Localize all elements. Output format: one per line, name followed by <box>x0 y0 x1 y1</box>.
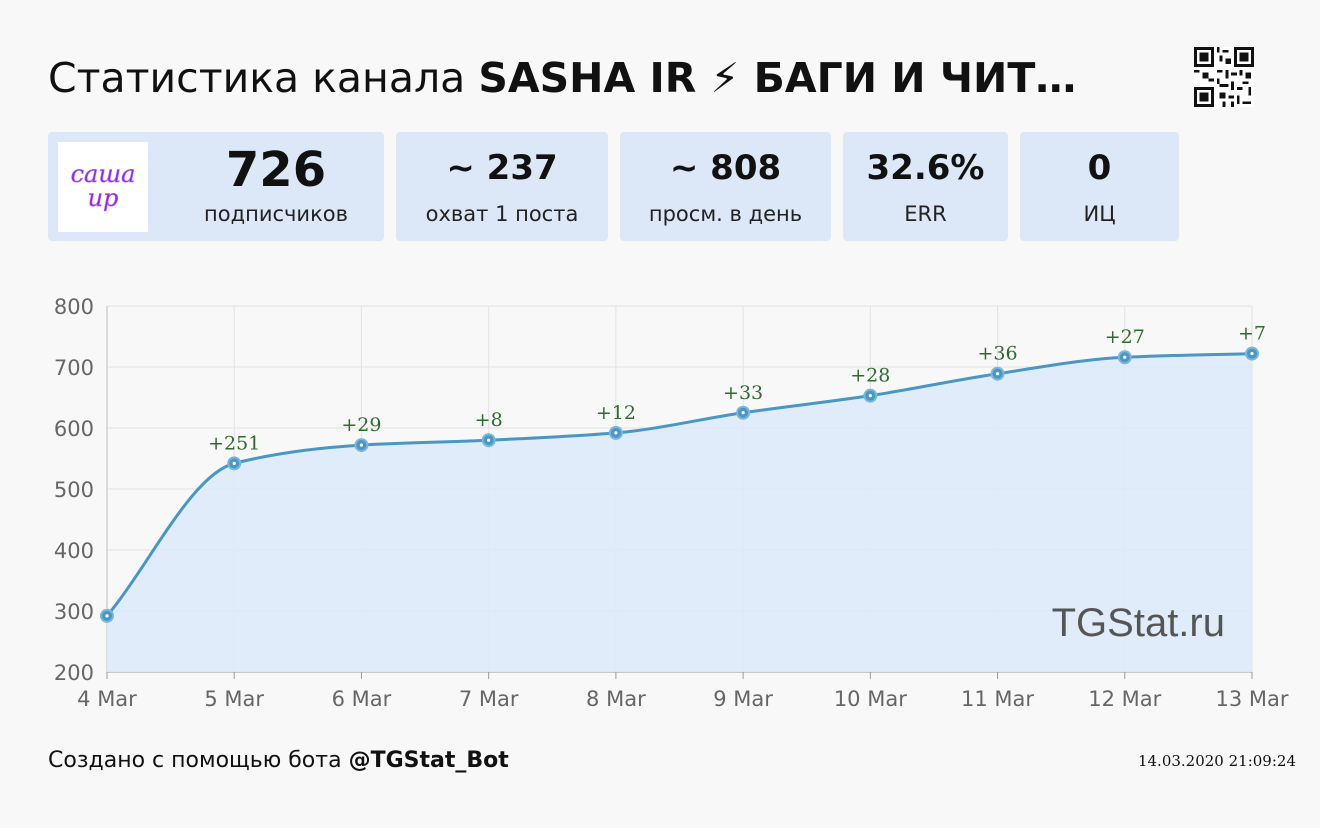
x-tick-label: 8 Mar <box>586 687 646 711</box>
stat-card-views: ~ 808 просм. в день <box>620 132 831 241</box>
title-prefix: Статистика канала <box>48 54 479 102</box>
data-label: +27 <box>1105 326 1145 348</box>
stat-value: ~ 237 <box>446 148 558 188</box>
stat-card-err: 32.6% ERR <box>843 132 1008 241</box>
data-point-center <box>868 394 872 398</box>
data-label: +7 <box>1238 323 1266 345</box>
chart-watermark: TGStat.ru <box>1052 601 1225 645</box>
data-point-center <box>487 438 491 442</box>
footer-created-text: Создано с помощью бота <box>48 748 349 773</box>
data-label: +12 <box>596 402 636 424</box>
stat-label: просм. в день <box>648 202 803 226</box>
qr-code-icon <box>1194 47 1254 107</box>
data-point-center <box>741 411 745 415</box>
stat-value: 32.6% <box>866 148 985 188</box>
stat-value: ~ 808 <box>669 148 782 188</box>
subscribers-chart: 200 300 400 500 600 700 800 4 Mar 5 Mar 6 Mar 7 Ma… <box>54 295 1289 711</box>
channel-name: SASHA IR ⚡ БАГИ И ЧИТ… <box>478 54 1077 102</box>
footer-timestamp: 14.03.2020 21:09:24 <box>1137 752 1296 770</box>
x-tick-label: 6 Mar <box>332 687 392 711</box>
data-label: +33 <box>723 382 763 404</box>
avatar-text-line2: ир <box>88 184 119 212</box>
data-label: +29 <box>341 414 381 436</box>
data-point-center <box>1123 355 1127 359</box>
footer-credit: Создано с помощью бота @TGStat_Bot <box>48 746 509 776</box>
y-tick-label: 600 <box>54 417 94 441</box>
x-tick-label: 4 Mar <box>77 687 137 711</box>
chart-series-line <box>105 352 1253 617</box>
channel-avatar: саша ир <box>58 142 148 232</box>
x-tick-label: 5 Mar <box>204 687 264 711</box>
x-tick-label: 9 Mar <box>713 687 773 711</box>
x-tick-label: 12 Mar <box>1088 687 1161 711</box>
data-label: +28 <box>850 365 890 387</box>
x-tick-label: 13 Mar <box>1215 687 1288 711</box>
page-title: Статистика канала SASHA IR ⚡ БАГИ И ЧИТ… <box>48 50 1076 106</box>
stat-label: ИЦ <box>1083 202 1116 226</box>
data-label: +36 <box>978 343 1018 365</box>
data-label: +8 <box>475 409 503 431</box>
stat-card-ci: 0 ИЦ <box>1020 132 1179 241</box>
data-point-center <box>1250 351 1254 356</box>
bot-link[interactable]: @TGStat_Bot <box>348 748 509 773</box>
data-point-center <box>359 443 364 447</box>
data-point-center <box>614 431 618 435</box>
data-label: +251 <box>208 432 260 454</box>
x-tick-label: 10 Mar <box>834 687 907 711</box>
y-tick-label: 400 <box>54 539 94 563</box>
stat-value: 0 <box>1087 148 1112 188</box>
x-tick-label: 7 Mar <box>459 687 519 711</box>
y-tick-label: 800 <box>54 295 94 319</box>
y-tick-label: 200 <box>54 661 94 685</box>
data-point-center <box>232 461 236 465</box>
stat-value: 726 <box>225 142 327 198</box>
chart-area-fill <box>107 353 1252 672</box>
y-tick-label: 300 <box>54 600 94 624</box>
stat-card-reach: ~ 237 охват 1 поста <box>396 132 608 241</box>
data-point-center <box>105 614 109 618</box>
stat-label: подписчиков <box>204 202 348 226</box>
y-tick-label: 500 <box>54 478 94 502</box>
avatar-text-line1: саша <box>71 160 136 188</box>
data-point-center <box>995 372 1000 376</box>
stat-label: охват 1 поста <box>425 202 579 226</box>
x-tick-label: 11 Mar <box>961 687 1034 711</box>
y-tick-label: 700 <box>54 356 94 380</box>
stat-label: ERR <box>904 202 947 226</box>
